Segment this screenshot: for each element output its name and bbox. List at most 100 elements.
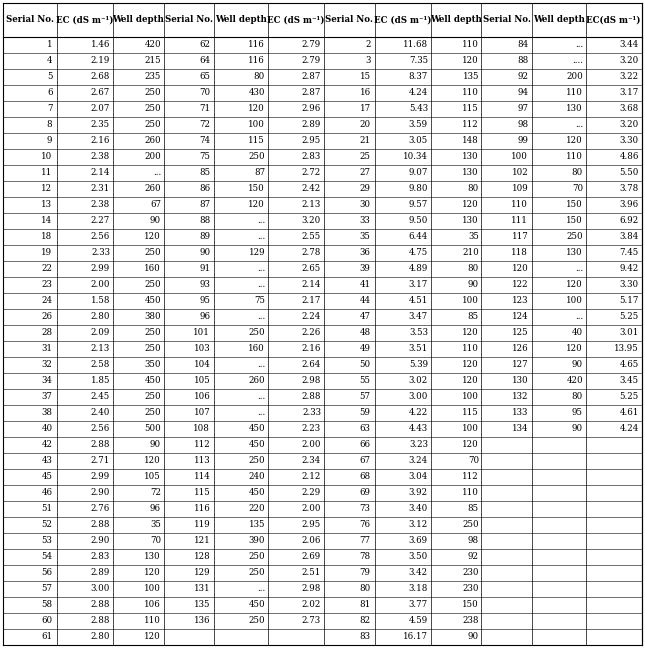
Text: 238: 238 <box>462 616 479 625</box>
Text: 2.29: 2.29 <box>302 488 321 497</box>
Text: 2.72: 2.72 <box>302 168 321 177</box>
Text: 210: 210 <box>462 248 479 257</box>
Text: 2.55: 2.55 <box>302 232 321 241</box>
Text: 5: 5 <box>47 72 52 81</box>
Text: 108: 108 <box>194 424 210 434</box>
Text: 90: 90 <box>572 424 583 434</box>
Text: 60: 60 <box>41 616 52 625</box>
Text: 62: 62 <box>199 40 210 49</box>
Text: 80: 80 <box>468 184 479 193</box>
Text: 69: 69 <box>359 488 370 497</box>
Text: 450: 450 <box>248 600 265 609</box>
Text: 2.34: 2.34 <box>302 456 321 465</box>
Text: 2.38: 2.38 <box>91 200 110 209</box>
Text: 3.04: 3.04 <box>409 472 428 481</box>
Text: 120: 120 <box>566 136 583 145</box>
Text: 83: 83 <box>359 632 370 642</box>
Text: 230: 230 <box>462 584 479 594</box>
Text: 74: 74 <box>199 136 210 145</box>
Text: 5.43: 5.43 <box>409 104 428 113</box>
Text: 110: 110 <box>566 152 583 161</box>
Text: 130: 130 <box>566 104 583 113</box>
Text: 120: 120 <box>144 568 161 577</box>
Text: 2.56: 2.56 <box>91 424 110 434</box>
Text: 96: 96 <box>150 504 161 513</box>
Text: 4.75: 4.75 <box>409 248 428 257</box>
Text: 123: 123 <box>511 296 528 305</box>
Text: 68: 68 <box>359 472 370 481</box>
Text: 99: 99 <box>517 136 528 145</box>
Text: 2.73: 2.73 <box>302 616 321 625</box>
Text: 111: 111 <box>511 216 528 225</box>
Text: Well depth: Well depth <box>215 16 267 25</box>
Text: 94: 94 <box>517 88 528 97</box>
Text: 3.77: 3.77 <box>409 600 428 609</box>
Text: 98: 98 <box>468 537 479 545</box>
Text: 9.07: 9.07 <box>408 168 428 177</box>
Text: 250: 250 <box>144 88 161 97</box>
Text: 5.25: 5.25 <box>620 312 639 321</box>
Text: 115: 115 <box>194 488 210 497</box>
Text: 11: 11 <box>41 168 52 177</box>
Text: 80: 80 <box>253 72 265 81</box>
Text: 100: 100 <box>462 424 479 434</box>
Text: 58: 58 <box>41 600 52 609</box>
Text: 8: 8 <box>46 120 52 129</box>
Text: 114: 114 <box>194 472 210 481</box>
Text: 7: 7 <box>47 104 52 113</box>
Text: 3.20: 3.20 <box>620 120 639 129</box>
Text: 2.98: 2.98 <box>302 584 321 594</box>
Text: 27: 27 <box>359 168 370 177</box>
Text: 106: 106 <box>194 392 210 401</box>
Text: ...: ... <box>257 232 265 241</box>
Text: 21: 21 <box>359 136 370 145</box>
Text: 113: 113 <box>194 456 210 465</box>
Text: 127: 127 <box>511 360 528 369</box>
Text: 500: 500 <box>144 424 161 434</box>
Text: 2.65: 2.65 <box>302 264 321 273</box>
Text: 120: 120 <box>144 232 161 241</box>
Text: 116: 116 <box>248 40 265 49</box>
Text: 450: 450 <box>248 488 265 497</box>
Text: 112: 112 <box>462 472 479 481</box>
Text: 100: 100 <box>144 584 161 594</box>
Text: 135: 135 <box>462 72 479 81</box>
Text: 16.17: 16.17 <box>403 632 428 642</box>
Text: 82: 82 <box>359 616 370 625</box>
Text: 134: 134 <box>511 424 528 434</box>
Text: 130: 130 <box>462 216 479 225</box>
Text: 2.64: 2.64 <box>302 360 321 369</box>
Text: 90: 90 <box>468 632 479 642</box>
Text: 120: 120 <box>248 200 265 209</box>
Text: 4.22: 4.22 <box>409 408 428 417</box>
Text: 26: 26 <box>41 312 52 321</box>
Text: 47: 47 <box>359 312 370 321</box>
Text: 85: 85 <box>468 504 479 513</box>
Text: Well depth: Well depth <box>430 16 482 25</box>
Text: 2.00: 2.00 <box>301 440 321 449</box>
Text: 133: 133 <box>511 408 528 417</box>
Text: 25: 25 <box>359 152 370 161</box>
Text: 4.24: 4.24 <box>409 88 428 97</box>
Text: 2.35: 2.35 <box>91 120 110 129</box>
Text: 32: 32 <box>41 360 52 369</box>
Text: 106: 106 <box>144 600 161 609</box>
Text: 79: 79 <box>359 568 370 577</box>
Text: 115: 115 <box>462 104 479 113</box>
Text: ...: ... <box>575 120 583 129</box>
Text: 450: 450 <box>144 376 161 385</box>
Text: 4.43: 4.43 <box>409 424 428 434</box>
Text: 2.88: 2.88 <box>301 392 321 401</box>
Text: ...: ... <box>257 392 265 401</box>
Text: 5.39: 5.39 <box>409 360 428 369</box>
Text: 3.01: 3.01 <box>620 328 639 337</box>
Text: 120: 120 <box>462 200 479 209</box>
Text: 120: 120 <box>462 56 479 65</box>
Text: Serial No.: Serial No. <box>165 16 213 25</box>
Text: 84: 84 <box>517 40 528 49</box>
Text: 48: 48 <box>359 328 370 337</box>
Text: 2.79: 2.79 <box>302 40 321 49</box>
Text: 120: 120 <box>566 280 583 289</box>
Text: 34: 34 <box>41 376 52 385</box>
Text: 76: 76 <box>359 520 370 529</box>
